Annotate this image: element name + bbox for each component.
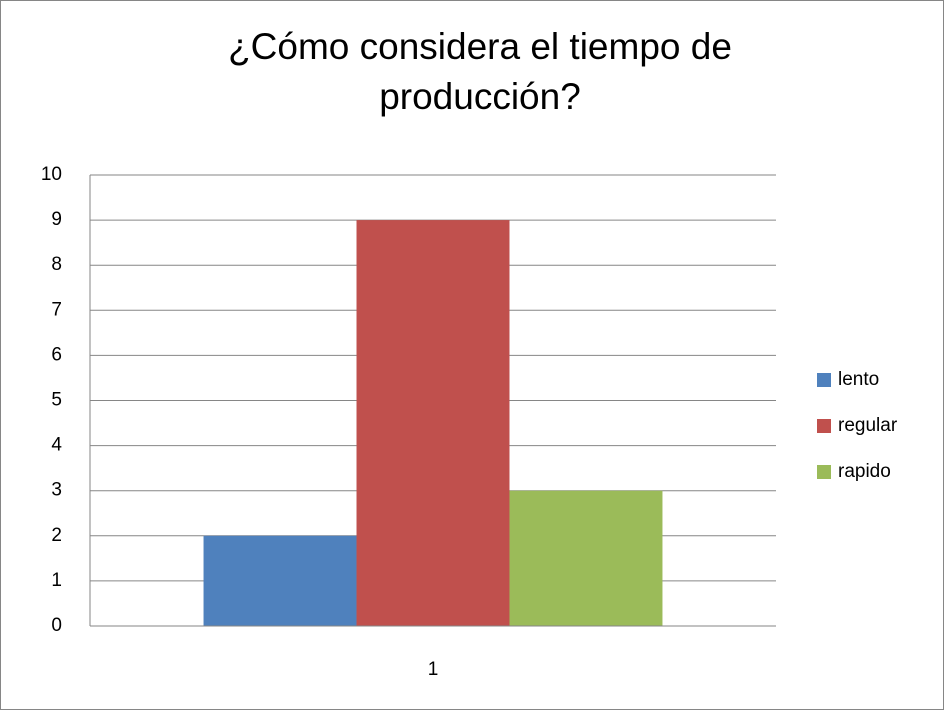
y-tick-label: 9 bbox=[51, 209, 62, 230]
legend-swatch bbox=[817, 419, 831, 433]
legend-label: regular bbox=[838, 415, 898, 436]
y-tick-label: 1 bbox=[51, 570, 62, 591]
y-tick-label: 10 bbox=[41, 164, 62, 185]
legend-label: lento bbox=[838, 369, 879, 390]
y-tick-label: 5 bbox=[51, 390, 62, 411]
y-tick-label: 2 bbox=[51, 525, 62, 546]
bar bbox=[203, 535, 357, 626]
y-tick-label: 8 bbox=[51, 254, 62, 275]
title-box: ¿Cómo considera el tiempo de producción? bbox=[228, 26, 732, 117]
chart-title: ¿Cómo considera el tiempo de producción? bbox=[228, 26, 732, 117]
y-tick-label: 7 bbox=[51, 299, 62, 320]
y-tick-label: 0 bbox=[51, 615, 62, 636]
legend-swatch bbox=[817, 373, 831, 387]
legend-swatch bbox=[817, 465, 831, 479]
legend-label: rapido bbox=[838, 461, 891, 482]
x-tick-label: 1 bbox=[428, 659, 439, 680]
bar bbox=[356, 220, 510, 626]
y-tick-label: 6 bbox=[51, 344, 62, 365]
y-tick-label: 3 bbox=[51, 480, 62, 501]
bar bbox=[509, 490, 663, 626]
y-tick-label: 4 bbox=[51, 435, 62, 456]
